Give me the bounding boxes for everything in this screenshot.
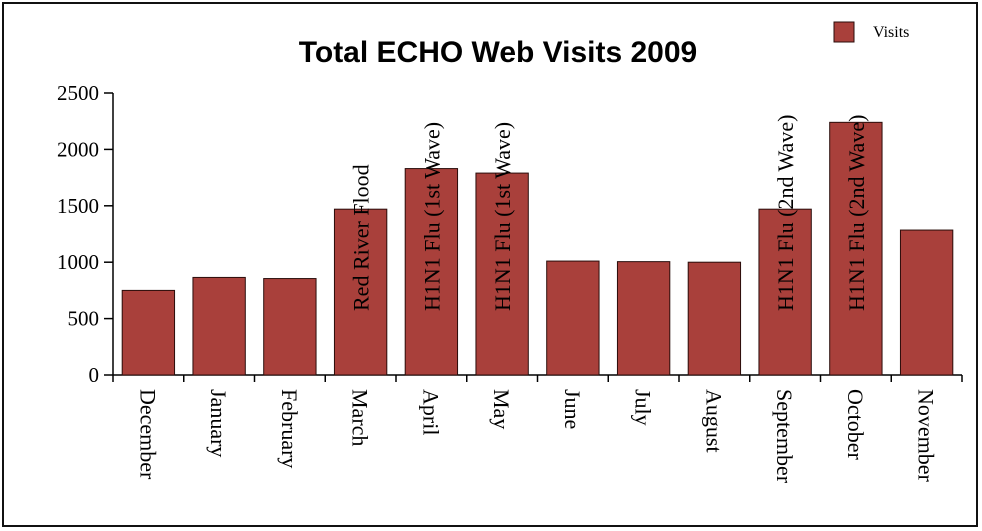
bar-annotation: H1N1 Flu (1st Wave) bbox=[490, 122, 515, 311]
bar bbox=[121, 289, 176, 376]
bar bbox=[404, 168, 459, 376]
bar-annotation: Red River Flood bbox=[349, 164, 374, 311]
y-tick-label: 1000 bbox=[57, 250, 99, 274]
y-tick-label: 2500 bbox=[57, 81, 99, 105]
y-tick-label: 0 bbox=[89, 363, 100, 387]
bar bbox=[829, 121, 883, 376]
plot-area: 0 500 1000 1500 2000 2500 December January Febru… bbox=[57, 81, 963, 484]
x-category-label: April bbox=[418, 389, 443, 435]
legend-label: Visits bbox=[873, 24, 909, 41]
bar-annotation: H1N1 Flu (2nd Wave) bbox=[773, 115, 798, 311]
x-category-label: October bbox=[843, 389, 868, 461]
x-category-label: August bbox=[701, 389, 726, 453]
bar bbox=[899, 229, 954, 376]
bar bbox=[546, 260, 600, 376]
bar bbox=[475, 172, 529, 376]
x-category-label: June bbox=[560, 389, 585, 429]
x-category-label: February bbox=[277, 389, 302, 468]
chart-title: Total ECHO Web Visits 2009 bbox=[299, 36, 697, 69]
bar bbox=[616, 261, 671, 376]
x-category-label: September bbox=[772, 389, 797, 484]
x-category-label: January bbox=[206, 389, 231, 457]
x-category-label: July bbox=[631, 389, 656, 426]
legend: Visits bbox=[833, 21, 909, 43]
x-category-label: March bbox=[348, 389, 373, 446]
bar bbox=[333, 208, 388, 376]
x-category-label: May bbox=[489, 389, 514, 429]
bar bbox=[687, 261, 742, 376]
x-category-label: November bbox=[914, 389, 939, 483]
y-tick-label: 1500 bbox=[57, 194, 99, 218]
x-category-label: December bbox=[135, 389, 160, 480]
bar bbox=[192, 276, 246, 376]
legend-swatch bbox=[833, 21, 855, 43]
bar-annotation: H1N1 Flu (2nd Wave) bbox=[844, 115, 869, 311]
bar bbox=[263, 278, 317, 376]
bar bbox=[758, 208, 812, 376]
y-tick-label: 500 bbox=[68, 307, 100, 331]
bar-annotation: H1N1 Flu (1st Wave) bbox=[419, 122, 444, 311]
y-tick-label: 2000 bbox=[57, 137, 99, 161]
